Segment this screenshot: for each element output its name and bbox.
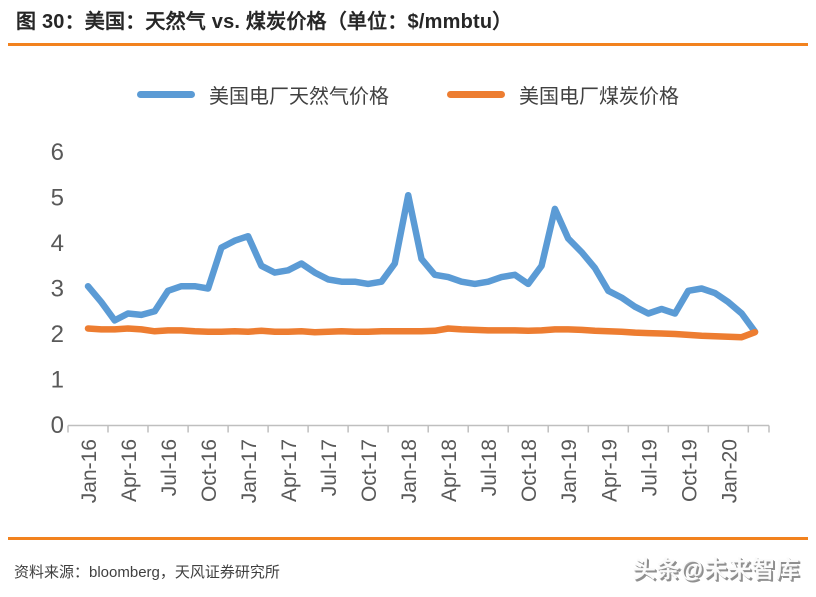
watermark: 头条@未来智库: [632, 556, 800, 582]
svg-text:Jan-18: Jan-18: [398, 439, 421, 503]
svg-text:1: 1: [51, 367, 64, 394]
svg-text:Jul-16: Jul-16: [158, 439, 181, 496]
svg-text:5: 5: [51, 185, 64, 212]
svg-text:Jan-16: Jan-16: [78, 439, 101, 503]
svg-text:0: 0: [51, 412, 64, 439]
figure-title-bar: 图 30：美国：天然气 vs. 煤炭价格（单位：$/mmbtu）: [8, 0, 808, 46]
svg-text:Jul-19: Jul-19: [638, 439, 661, 496]
svg-text:Apr-17: Apr-17: [278, 439, 301, 502]
svg-text:6: 6: [51, 139, 64, 166]
svg-text:Oct-18: Oct-18: [518, 439, 541, 502]
svg-text:Jan-20: Jan-20: [718, 439, 741, 503]
legend-item-coal: 美国电厂煤炭价格: [447, 80, 679, 109]
legend-item-gas: 美国电厂天然气价格: [137, 80, 389, 109]
legend-label-gas: 美国电厂天然气价格: [209, 86, 389, 108]
svg-text:2: 2: [51, 321, 64, 348]
svg-text:Oct-16: Oct-16: [198, 439, 221, 502]
svg-text:Jan-19: Jan-19: [558, 439, 581, 503]
svg-text:Oct-17: Oct-17: [358, 439, 381, 502]
svg-text:Jul-17: Jul-17: [318, 439, 341, 496]
svg-text:3: 3: [51, 276, 64, 303]
figure-footer: 资料来源：bloomberg，天风证券研究所 头条@未来智库: [8, 537, 808, 597]
line-chart: 0 1 2 3 4 5 6 Jan-16 Apr-16 Jul-16 Oct-16 Jan-17 Apr…: [0, 112, 816, 550]
legend-label-coal: 美国电厂煤炭价格: [519, 86, 679, 108]
source-note: 资料来源：bloomberg，天风证券研究所: [14, 564, 280, 581]
svg-text:4: 4: [51, 230, 64, 257]
svg-text:Oct-19: Oct-19: [678, 439, 701, 502]
svg-text:Apr-18: Apr-18: [438, 439, 461, 502]
svg-text:Jul-18: Jul-18: [478, 439, 501, 496]
gas-line-swatch-icon: [137, 91, 195, 98]
chart-legend: 美国电厂天然气价格 美国电厂煤炭价格: [0, 80, 816, 109]
figure-title: 图 30：美国：天然气 vs. 煤炭价格（单位：$/mmbtu）: [16, 11, 513, 33]
svg-text:Apr-16: Apr-16: [118, 439, 141, 502]
svg-text:Apr-19: Apr-19: [598, 439, 621, 502]
svg-text:Jan-17: Jan-17: [238, 439, 261, 503]
coal-line-swatch-icon: [447, 91, 505, 98]
